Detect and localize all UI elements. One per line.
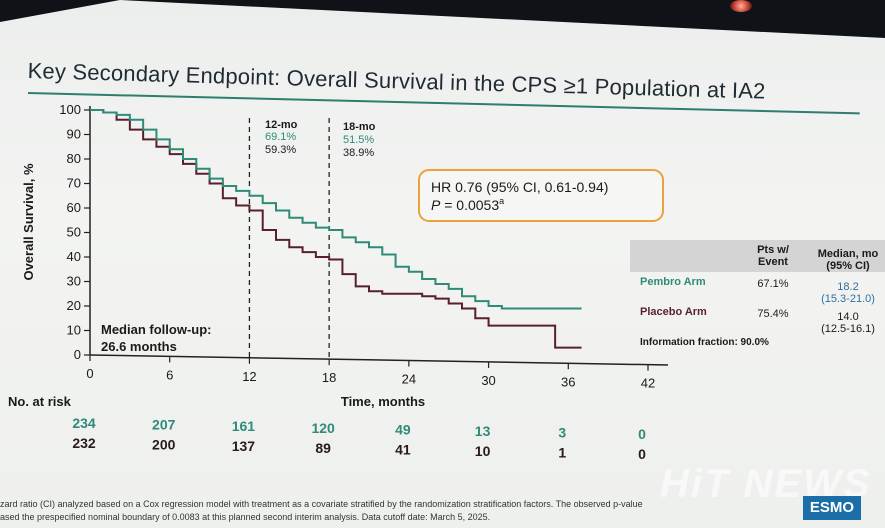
at-risk-count: 120: [311, 420, 335, 436]
x-tick-label: 36: [561, 374, 575, 389]
placebo-survival-curve: [90, 109, 582, 349]
col-median-header: Median, mo (95% CI): [817, 248, 879, 272]
y-tick-label: 40: [67, 249, 81, 264]
landmark-18mo-label: 18-mo: [343, 121, 376, 133]
at-risk-count: 89: [315, 440, 331, 456]
pembro-pts-event: 67.1%: [757, 278, 789, 290]
y-tick-label: 70: [67, 176, 81, 191]
landmark-lines: [248, 118, 330, 360]
hr-text: HR 0.76 (95% CI, 0.61-0.94): [431, 179, 608, 195]
y-tick-label: 30: [67, 274, 81, 289]
footnote-line-2: ased the prespecified nominal boundary o…: [0, 512, 491, 522]
x-axis-label: Time, months: [341, 394, 425, 409]
landmark-18mo-pembro: 51.5%: [343, 134, 374, 146]
y-tick-label: 0: [74, 347, 81, 362]
y-axis-label: Overall Survival, %: [21, 163, 36, 281]
x-tick-label: 12: [242, 369, 256, 384]
placebo-pts-event: 75.4%: [757, 308, 789, 320]
x-axis-line: [89, 354, 669, 366]
esmo-logo: ESMO: [803, 496, 861, 520]
footnote-line-1: zard ratio (CI) analyzed based on a Cox …: [0, 499, 643, 509]
at-risk-placebo-row: 232 200 137 89 41 10 1 0: [72, 435, 646, 462]
at-risk-count: 232: [72, 435, 96, 451]
at-risk-label: No. at risk: [8, 394, 72, 409]
at-risk-count: 1: [558, 445, 566, 461]
landmark-12mo-pembro: 69.1%: [265, 131, 296, 143]
x-tick-label: 18: [322, 370, 336, 385]
x-axis-ticks: 0 6 12 18 24 30 36 42: [86, 355, 655, 391]
at-risk-count: 161: [232, 418, 256, 434]
hr-box: [418, 169, 664, 222]
row-pembro-arm: Pembro Arm: [640, 276, 706, 288]
median-followup-value: 26.6 months: [101, 339, 177, 354]
median-followup-label: Median follow-up:: [101, 322, 211, 337]
table-header: [630, 240, 885, 272]
x-tick-label: 30: [481, 373, 495, 388]
at-risk-count: 207: [152, 417, 176, 433]
x-tick-label: 6: [166, 367, 173, 382]
x-tick-label: 42: [641, 376, 655, 391]
at-risk-count: 234: [72, 415, 96, 431]
pembro-ci: (15.3-21.0): [821, 293, 875, 305]
at-risk-count: 3: [558, 425, 566, 441]
pembro-survival-curve: [90, 109, 582, 310]
x-tick-label: 0: [86, 366, 93, 381]
col-pts-event-header: Pts w/Event: [757, 244, 789, 268]
placebo-ci: (12.5-16.1): [821, 323, 875, 335]
chart-axes: [89, 106, 669, 366]
y-tick-label: 100: [59, 102, 81, 117]
at-risk-count: 13: [475, 423, 491, 439]
y-axis-ticks: 0 10 20 30 40 50 60 70 80 90 100: [59, 102, 90, 362]
y-tick-label: 80: [67, 151, 81, 166]
at-risk-count: 10: [475, 443, 491, 459]
row-placebo-arm: Placebo Arm: [640, 306, 707, 318]
landmark-18mo-placebo: 38.9%: [343, 147, 374, 159]
placebo-median: 14.0: [837, 311, 859, 323]
y-tick-label: 60: [67, 200, 81, 215]
landmark-12mo-label: 12-mo: [265, 119, 298, 131]
y-tick-label: 90: [67, 127, 81, 142]
information-fraction: Information fraction: 90.0%: [640, 337, 769, 348]
at-risk-count: 200: [152, 437, 176, 453]
footnote: zard ratio (CI) analyzed based on a Cox …: [0, 498, 820, 524]
at-risk-count: 0: [638, 426, 646, 442]
at-risk-count: 137: [232, 438, 256, 454]
p-value-text: P = 0.0053a: [431, 196, 504, 213]
at-risk-count: 0: [638, 446, 646, 462]
y-tick-label: 20: [67, 298, 81, 313]
at-risk-count: 41: [395, 441, 411, 457]
at-risk-count: 49: [395, 421, 411, 437]
y-tick-label: 10: [67, 323, 81, 338]
at-risk-pembro-row: 234 207 161 120 49 13 3 0: [72, 415, 646, 442]
pembro-median: 18.2: [837, 281, 859, 293]
landmark-12mo-placebo: 59.3%: [265, 144, 296, 156]
y-tick-label: 50: [67, 225, 81, 240]
stage-light: [730, 0, 752, 12]
x-tick-label: 24: [402, 372, 416, 387]
